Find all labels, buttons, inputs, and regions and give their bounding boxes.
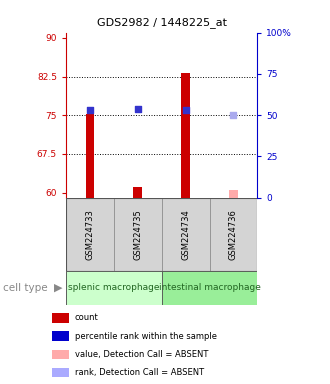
Text: intestinal macrophage: intestinal macrophage xyxy=(159,283,260,293)
Bar xyxy=(229,190,238,198)
Bar xyxy=(66,271,162,305)
Bar xyxy=(52,313,69,323)
Bar xyxy=(210,198,257,271)
Text: count: count xyxy=(75,313,98,323)
Text: GSM224736: GSM224736 xyxy=(229,209,238,260)
Bar xyxy=(162,198,210,271)
Point xyxy=(87,107,92,113)
Bar xyxy=(162,271,257,305)
Text: splenic macrophage: splenic macrophage xyxy=(68,283,160,293)
Bar xyxy=(52,331,69,341)
Bar xyxy=(52,349,69,359)
Text: cell type: cell type xyxy=(3,283,48,293)
Text: percentile rank within the sample: percentile rank within the sample xyxy=(75,332,217,341)
Point xyxy=(231,112,236,118)
Bar xyxy=(181,73,190,198)
Bar xyxy=(85,114,94,198)
Point xyxy=(183,107,188,113)
Text: ▶: ▶ xyxy=(53,283,62,293)
Point xyxy=(135,106,141,112)
Text: rank, Detection Call = ABSENT: rank, Detection Call = ABSENT xyxy=(75,368,204,377)
Text: GSM224734: GSM224734 xyxy=(181,209,190,260)
Bar xyxy=(114,198,162,271)
Text: GDS2982 / 1448225_at: GDS2982 / 1448225_at xyxy=(97,17,227,28)
Bar xyxy=(66,198,114,271)
Text: GSM224735: GSM224735 xyxy=(133,209,142,260)
Bar xyxy=(133,187,142,198)
Bar xyxy=(52,368,69,377)
Text: GSM224733: GSM224733 xyxy=(85,209,94,260)
Text: value, Detection Call = ABSENT: value, Detection Call = ABSENT xyxy=(75,350,208,359)
